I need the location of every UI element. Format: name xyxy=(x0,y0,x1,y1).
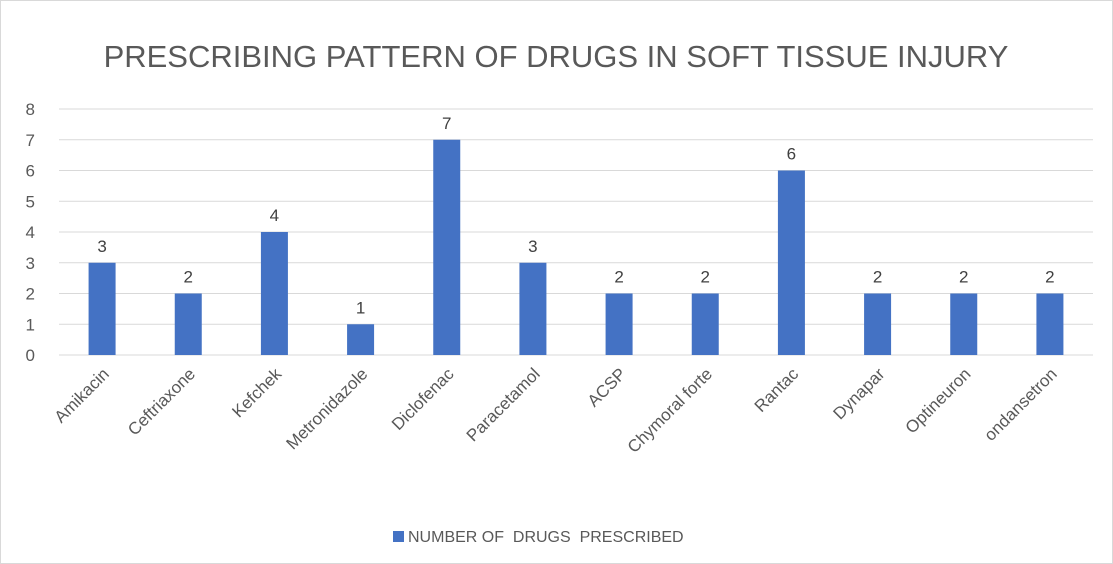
data-label: 2 xyxy=(1045,268,1054,287)
x-tick-label: Kefchek xyxy=(228,364,285,421)
bar xyxy=(950,293,978,355)
y-axis-ticks: 0 1 2 3 4 5 6 7 8 xyxy=(26,100,35,365)
data-label: 4 xyxy=(270,206,279,225)
bar xyxy=(777,170,805,355)
data-label: 6 xyxy=(787,145,796,164)
data-label: 7 xyxy=(442,114,451,133)
legend-swatch xyxy=(393,531,404,542)
y-tick-label: 4 xyxy=(26,223,35,242)
data-label: 3 xyxy=(528,237,537,256)
bars xyxy=(88,139,1064,355)
bar xyxy=(433,139,461,355)
gridlines xyxy=(59,108,1093,356)
bar xyxy=(88,262,116,355)
x-tick-label: ACSP xyxy=(584,364,630,410)
data-label: 2 xyxy=(701,268,710,287)
x-tick-label: Chymoral forte xyxy=(624,364,716,456)
y-tick-label: 0 xyxy=(26,346,35,365)
x-tick-label: Paracetamol xyxy=(463,364,544,445)
x-tick-label: Dynapar xyxy=(830,364,889,423)
bar xyxy=(864,293,892,355)
data-labels: 3 2 4 1 7 3 2 2 6 2 2 2 xyxy=(97,114,1054,318)
y-tick-label: 3 xyxy=(26,254,35,273)
legend: NUMBER OF DRUGS PRESCRIBED xyxy=(393,529,684,546)
x-tick-label: Ceftriaxone xyxy=(124,364,199,439)
y-tick-label: 7 xyxy=(26,131,35,150)
bar xyxy=(605,293,633,355)
y-tick-label: 6 xyxy=(26,162,35,181)
data-label: 2 xyxy=(873,268,882,287)
bar xyxy=(260,232,288,355)
x-tick-label: Diclofenac xyxy=(388,364,458,434)
legend-label: NUMBER OF DRUGS PRESCRIBED xyxy=(408,529,684,546)
bar xyxy=(691,293,719,355)
data-label: 3 xyxy=(97,237,106,256)
y-tick-label: 1 xyxy=(26,315,35,334)
data-label: 2 xyxy=(184,268,193,287)
data-label: 1 xyxy=(356,298,365,317)
bar xyxy=(174,293,202,355)
x-tick-label: ondansetron xyxy=(980,364,1060,444)
x-tick-label: Optineuron xyxy=(902,364,975,437)
x-tick-label: Amikacin xyxy=(51,364,113,426)
y-tick-label: 8 xyxy=(26,100,35,119)
x-tick-label: Rantac xyxy=(751,364,803,416)
bar xyxy=(1036,293,1064,355)
x-tick-label: Metronidazole xyxy=(282,364,371,453)
y-tick-label: 2 xyxy=(26,285,35,304)
data-label: 2 xyxy=(959,268,968,287)
bar xyxy=(347,324,375,355)
bar xyxy=(519,262,547,355)
y-tick-label: 5 xyxy=(26,192,35,211)
data-label: 2 xyxy=(614,268,623,287)
chart-title: PRESCRIBING PATTERN OF DRUGS IN SOFT TIS… xyxy=(104,39,1009,74)
